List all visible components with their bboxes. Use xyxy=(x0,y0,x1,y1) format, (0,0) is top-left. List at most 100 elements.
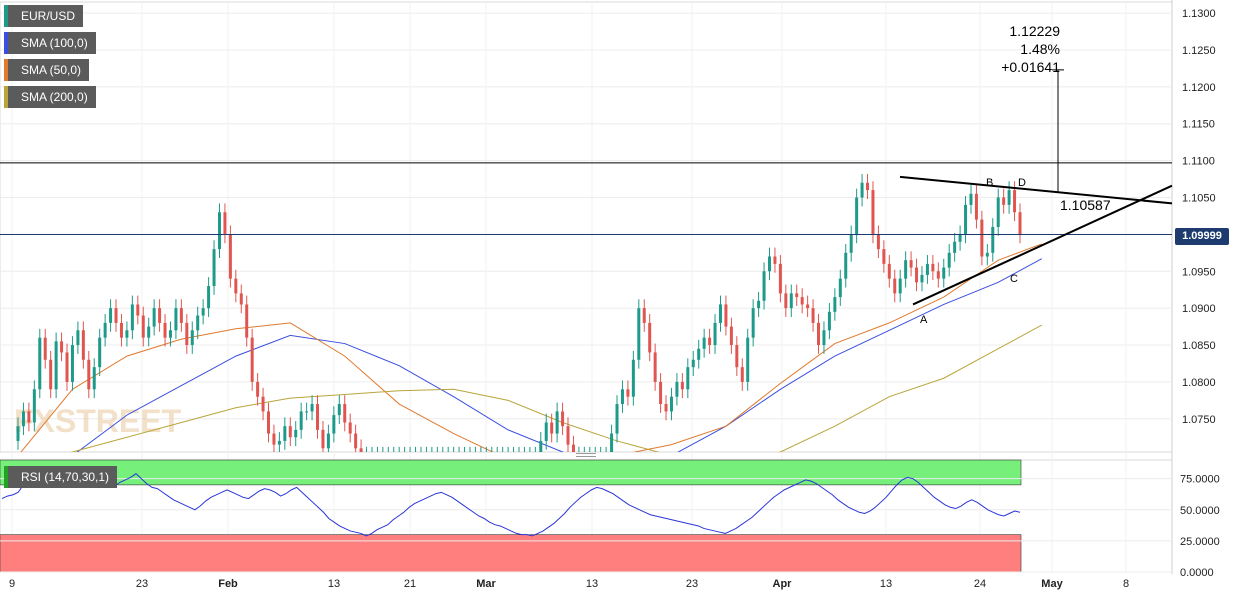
candle-body xyxy=(316,404,320,430)
candle-body xyxy=(784,293,788,309)
candle-body xyxy=(81,330,85,360)
candle-body xyxy=(196,315,200,331)
candle-body xyxy=(354,433,358,449)
candle-body xyxy=(680,381,684,390)
candle-body xyxy=(800,297,804,305)
x-tick-label: 24 xyxy=(974,578,986,590)
x-tick-label: 23 xyxy=(136,578,148,590)
rsi-line xyxy=(1,473,1021,537)
candle-body xyxy=(419,456,422,457)
legend-sma50[interactable]: SMA (50,0) xyxy=(4,59,90,81)
rsi-oversold-zone xyxy=(0,534,1022,573)
y-tick-label: 1.0800 xyxy=(1182,377,1216,389)
candle-body xyxy=(507,456,510,457)
candle-body xyxy=(969,193,973,205)
candle-body xyxy=(381,456,384,457)
y-tick-label: 1.1250 xyxy=(1182,45,1216,57)
candle-body xyxy=(414,456,417,457)
candle-body xyxy=(773,256,777,264)
candle-body xyxy=(675,381,679,397)
candle-body xyxy=(359,448,363,452)
candle-body xyxy=(882,249,886,264)
candle-body xyxy=(528,456,531,457)
candle-body xyxy=(130,304,134,331)
legend-sma200[interactable]: SMA (200,0) xyxy=(4,86,96,108)
candle-body xyxy=(299,411,303,430)
legend-sma100[interactable]: SMA (100,0) xyxy=(4,32,96,54)
candle-body xyxy=(653,352,657,382)
legend-symbol[interactable]: EUR/USD xyxy=(4,5,84,27)
x-tick-label: May xyxy=(1041,578,1063,590)
y-tick-label: 1.1300 xyxy=(1182,8,1216,20)
candle-body xyxy=(223,212,227,235)
candles xyxy=(16,173,1022,457)
candle-body xyxy=(626,389,630,397)
x-tick-label: 13 xyxy=(880,578,892,590)
candle-body xyxy=(762,271,766,301)
candle-body xyxy=(920,274,924,283)
y-tick-label: 1.1150 xyxy=(1182,119,1215,131)
candle-body xyxy=(70,345,74,382)
candle-body xyxy=(27,411,31,423)
candle-body xyxy=(332,415,336,434)
rsi-tick-label: 25.0000 xyxy=(1180,536,1220,548)
candle-body xyxy=(348,422,352,434)
x-tick-label: 9 xyxy=(9,578,15,590)
candle-body xyxy=(479,456,482,457)
candle-body xyxy=(936,271,940,279)
pattern-point-b: B xyxy=(986,177,993,189)
target-price-label: 1.12229 xyxy=(1009,23,1060,39)
candle-body xyxy=(931,263,935,272)
legend-rsi[interactable]: RSI (14,70,30,1) xyxy=(4,466,118,488)
pattern-point-d: D xyxy=(1018,177,1026,189)
candle-body xyxy=(392,456,395,457)
pane-resize-handle[interactable] xyxy=(576,453,596,459)
candle-body xyxy=(496,456,499,457)
candle-body xyxy=(343,404,347,423)
candle-body xyxy=(599,456,602,457)
candle-body xyxy=(746,337,750,382)
candle-body xyxy=(866,182,870,191)
candle-body xyxy=(871,190,875,235)
candle-body xyxy=(310,404,314,412)
candle-body xyxy=(751,308,755,338)
candle-body xyxy=(544,422,548,441)
x-tick-label: 21 xyxy=(404,578,416,590)
candle-body xyxy=(1007,190,1011,205)
candle-body xyxy=(958,234,962,242)
y-tick-label: 1.0850 xyxy=(1182,340,1216,352)
candle-body xyxy=(887,263,891,279)
candle-body xyxy=(974,193,978,220)
candle-body xyxy=(904,260,908,279)
current-price-tag: 1.09999 xyxy=(1175,228,1229,245)
candle-body xyxy=(21,411,25,427)
candle-body xyxy=(114,308,118,323)
candle-body xyxy=(370,456,373,457)
candle-body xyxy=(141,315,145,338)
candle-body xyxy=(648,322,652,353)
candle-body xyxy=(620,389,624,405)
y-tick-label: 1.1050 xyxy=(1182,192,1216,204)
candle-body xyxy=(539,440,543,452)
candle-body xyxy=(501,456,504,457)
candle-body xyxy=(631,359,635,397)
candle-body xyxy=(239,293,243,305)
candle-body xyxy=(893,278,897,294)
candle-body xyxy=(337,404,341,416)
candle-body xyxy=(718,304,722,323)
candle-body xyxy=(272,433,276,445)
candle-body xyxy=(822,330,826,346)
candle-body xyxy=(398,456,401,457)
candle-body xyxy=(474,456,477,457)
rsi-tick-label: 50.0000 xyxy=(1180,505,1220,517)
candle-body xyxy=(855,197,859,235)
candle-body xyxy=(267,411,270,434)
candle-body xyxy=(518,456,521,457)
candle-body xyxy=(305,411,309,413)
candle-body xyxy=(168,330,172,338)
candle-body xyxy=(925,263,929,275)
candle-body xyxy=(768,256,771,272)
candle-body xyxy=(436,456,439,457)
candle-body xyxy=(207,286,211,309)
